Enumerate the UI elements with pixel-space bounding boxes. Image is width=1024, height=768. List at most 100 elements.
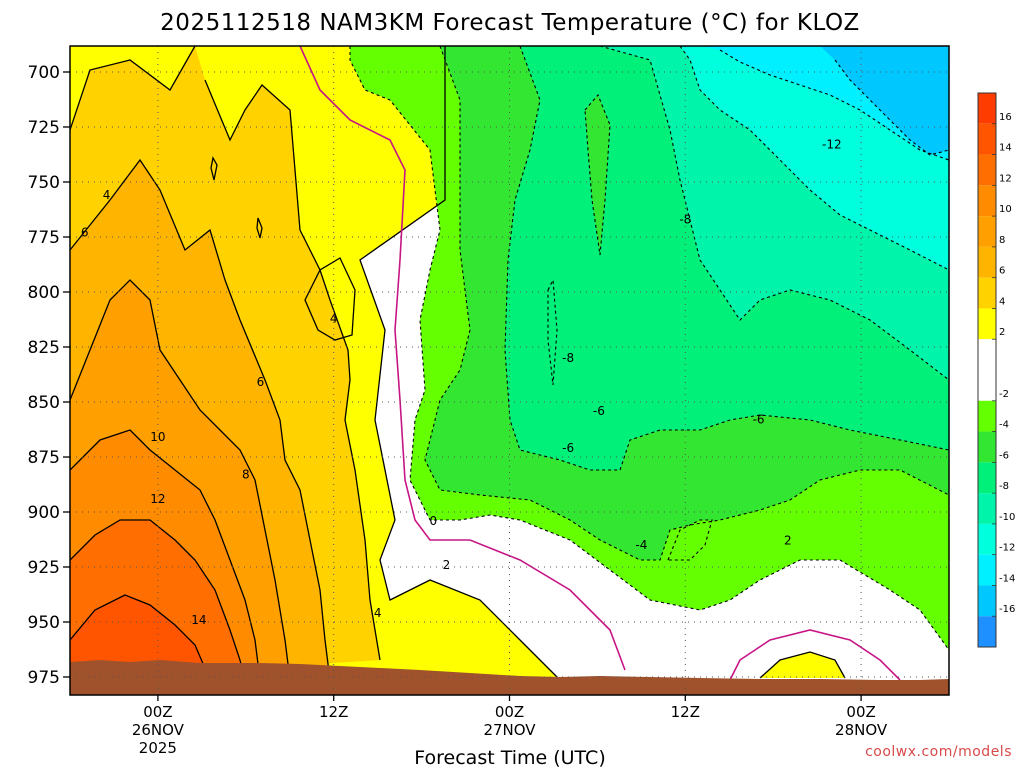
colorbar-band (978, 493, 996, 524)
colorbar-label: 12 (999, 173, 1012, 184)
colorbar-label: -16 (999, 604, 1015, 615)
colorbar-label: 16 (999, 112, 1012, 123)
grid-lines (70, 46, 949, 695)
colorbar-band (978, 585, 996, 617)
colorbar-label: 2 (999, 327, 1005, 338)
x-tick-label: 28NOV (835, 721, 888, 739)
y-tick-label: 875 (28, 448, 60, 468)
colorbar-band (978, 616, 996, 647)
contour-minus4 (424, 46, 949, 561)
contour-minus12 (719, 49, 949, 161)
contour-2-blob (759, 651, 846, 679)
contour-label: -4 (635, 538, 647, 552)
contour-label: 14 (191, 613, 206, 627)
x-tick-label: 27NOV (483, 721, 536, 739)
y-tick-label: 950 (28, 613, 60, 633)
contour-label: -12 (822, 138, 842, 152)
contour-label: 2 (784, 534, 792, 548)
contour-14 (70, 594, 211, 681)
plot-area: 4 6 8 8 4 6 10 8 12 14 0 2 4 -8 -6 -6 -4 -8 -6 -12 2 (22, 46, 949, 695)
y-tick-label: 700 (28, 63, 60, 83)
freezing-lines (299, 46, 901, 681)
x-tick-label: 26NOV (132, 721, 185, 739)
credit-text: coolwx.com/models (865, 744, 1012, 760)
contour-small-1 (210, 156, 218, 181)
contour-labels: 4 6 8 8 4 6 10 8 12 14 0 2 4 -8 -6 -6 -4 -8 -6 -12 2 (22, 138, 842, 627)
contour-label: -8 (679, 212, 691, 226)
colorbar-band (978, 462, 996, 494)
y-tick-label: 750 (28, 173, 60, 193)
contour-label: -8 (562, 351, 574, 365)
contour-label: -6 (753, 413, 765, 427)
contour-label: 0 (429, 514, 437, 528)
y-tick-label: 775 (28, 228, 60, 248)
contour-4 (70, 46, 381, 661)
contour-label: -6 (562, 441, 574, 455)
terrain (70, 660, 949, 695)
contour-label: 4 (103, 188, 111, 202)
contour-label: 8 (242, 468, 250, 482)
colorbar-label: 4 (999, 296, 1005, 307)
colorbar-band (978, 339, 996, 401)
colorbar-band (978, 123, 996, 155)
contour-label: 4 (330, 311, 338, 325)
x-axis-label: Forecast Time (UTC) (414, 747, 605, 768)
colorbar-label: -2 (999, 389, 1009, 400)
colorbar: 16 14 12 10 8 6 4 2 -2 -4 -6 -8 -10 -12 -14 -16 (977, 92, 1015, 648)
colorbar-label: -4 (999, 420, 1009, 431)
colorbar-label: 14 (999, 143, 1012, 154)
contour-lines (70, 46, 846, 681)
fill-14-to-16 (70, 595, 210, 680)
contour-4-closed (304, 257, 356, 341)
contour-minus6-pocket (584, 93, 611, 256)
colorbar-band (978, 554, 996, 586)
colorbar-band (978, 216, 996, 247)
contour-8 (70, 279, 291, 681)
colorbar-label: -8 (999, 481, 1009, 492)
y-tick-label: 800 (28, 283, 60, 303)
y-tick-label: 725 (28, 118, 60, 138)
y-tick-label: 925 (28, 558, 60, 578)
x-tick-label: 12Z (319, 703, 348, 721)
contour-0-right (729, 629, 901, 681)
x-tick-label: 00Z (846, 703, 875, 721)
fill-minus4-pocket (668, 520, 712, 560)
x-tick-label: 2025 (139, 739, 177, 757)
contour-label: 6 (257, 375, 265, 389)
colorbar-band (978, 308, 996, 340)
colorbar-band (978, 185, 996, 217)
contour-6 (70, 158, 331, 681)
y-tick-label: 900 (28, 503, 60, 523)
contour-minus8 (599, 46, 949, 381)
chart-title: 2025112518 NAM3KM Forecast Temperature (… (160, 10, 860, 36)
contour-label: 12 (150, 492, 165, 506)
colorbar-label: -10 (999, 512, 1015, 523)
y-tick-label: 850 (28, 393, 60, 413)
contour-label: 4 (374, 606, 382, 620)
contour-12 (70, 519, 246, 681)
contour-label: 8 (22, 358, 30, 372)
contour-label: 2 (443, 558, 451, 572)
colorbar-label: -6 (999, 450, 1009, 461)
colorbar-band (978, 246, 996, 278)
contour-minus4-pocket (667, 519, 713, 561)
colorbar-band (978, 400, 996, 432)
contour-10 (70, 429, 261, 681)
contour-minus2 (349, 46, 949, 651)
contour-minus8-pocket (547, 277, 558, 386)
x-tick-label: 00Z (495, 703, 524, 721)
x-tick-label: 00Z (143, 703, 172, 721)
colorbar-label: -12 (999, 543, 1015, 554)
contour-2-warm (359, 46, 561, 681)
colorbar-band (978, 523, 996, 555)
fill-minus6-pocket (585, 95, 610, 255)
colorbar-band (978, 93, 996, 124)
contour-minus10 (679, 46, 949, 271)
colorbar-band (978, 154, 996, 186)
contour-label: 6 (81, 226, 89, 240)
colorbar-label: 8 (999, 235, 1005, 246)
contour-label: 8 (49, 325, 57, 339)
fill-2-to-4-blob (760, 652, 845, 678)
colorbar-band (978, 431, 996, 463)
